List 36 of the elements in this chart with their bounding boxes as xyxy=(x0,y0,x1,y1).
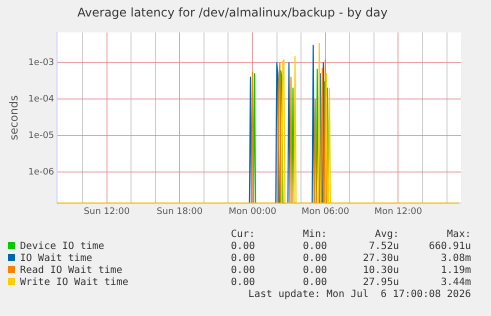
x-tick-label: Sun 18:00 xyxy=(156,206,203,217)
chart-title: Average latency for /dev/almalinux/backup - by day xyxy=(77,5,388,20)
text: 0.00 xyxy=(230,277,255,289)
x-tick-label: Mon 00:00 xyxy=(228,206,277,217)
legend-label: Write IO Wait time xyxy=(19,277,130,289)
text: 660.91u xyxy=(428,241,471,253)
text: 1.19m xyxy=(440,265,471,277)
text: 3.44m xyxy=(440,277,471,289)
legend-label: Read IO Wait time xyxy=(19,265,124,277)
y-tick-label: 1e-05 xyxy=(28,130,54,141)
y-tick-label: 1e-06 xyxy=(28,167,54,178)
text: 0.00 xyxy=(230,241,255,253)
text: 27.95u xyxy=(362,277,399,289)
text: Cur: xyxy=(230,229,255,241)
text: 0.00 xyxy=(302,265,327,277)
y-axis-title: seconds xyxy=(7,95,20,140)
text: Min: xyxy=(302,229,327,241)
text: Last update: Mon Jul 6 17:00:08 2026 xyxy=(247,289,471,301)
legend-label: Device IO time xyxy=(19,241,106,253)
text: 3.08m xyxy=(440,253,471,265)
text: 0.00 xyxy=(302,253,327,265)
text: 10.30u xyxy=(362,265,399,277)
x-tick-label: Sun 12:00 xyxy=(84,206,130,217)
text: 0.00 xyxy=(302,241,327,253)
text: Avg: xyxy=(374,229,399,241)
y-tick-label: 1e-03 xyxy=(28,58,54,68)
x-tick-label: Mon 06:00 xyxy=(301,206,350,217)
legend-label: IO Wait time xyxy=(19,253,94,265)
text: 0.00 xyxy=(230,265,255,277)
y-tick-label: 1e-04 xyxy=(28,94,54,105)
x-tick-label: Mon 12:00 xyxy=(374,206,422,217)
text: 0.00 xyxy=(302,277,327,289)
text: 27.30u xyxy=(362,253,399,265)
text: 0.00 xyxy=(230,253,255,265)
text: Max: xyxy=(446,229,471,241)
text: 7.52u xyxy=(368,241,399,253)
